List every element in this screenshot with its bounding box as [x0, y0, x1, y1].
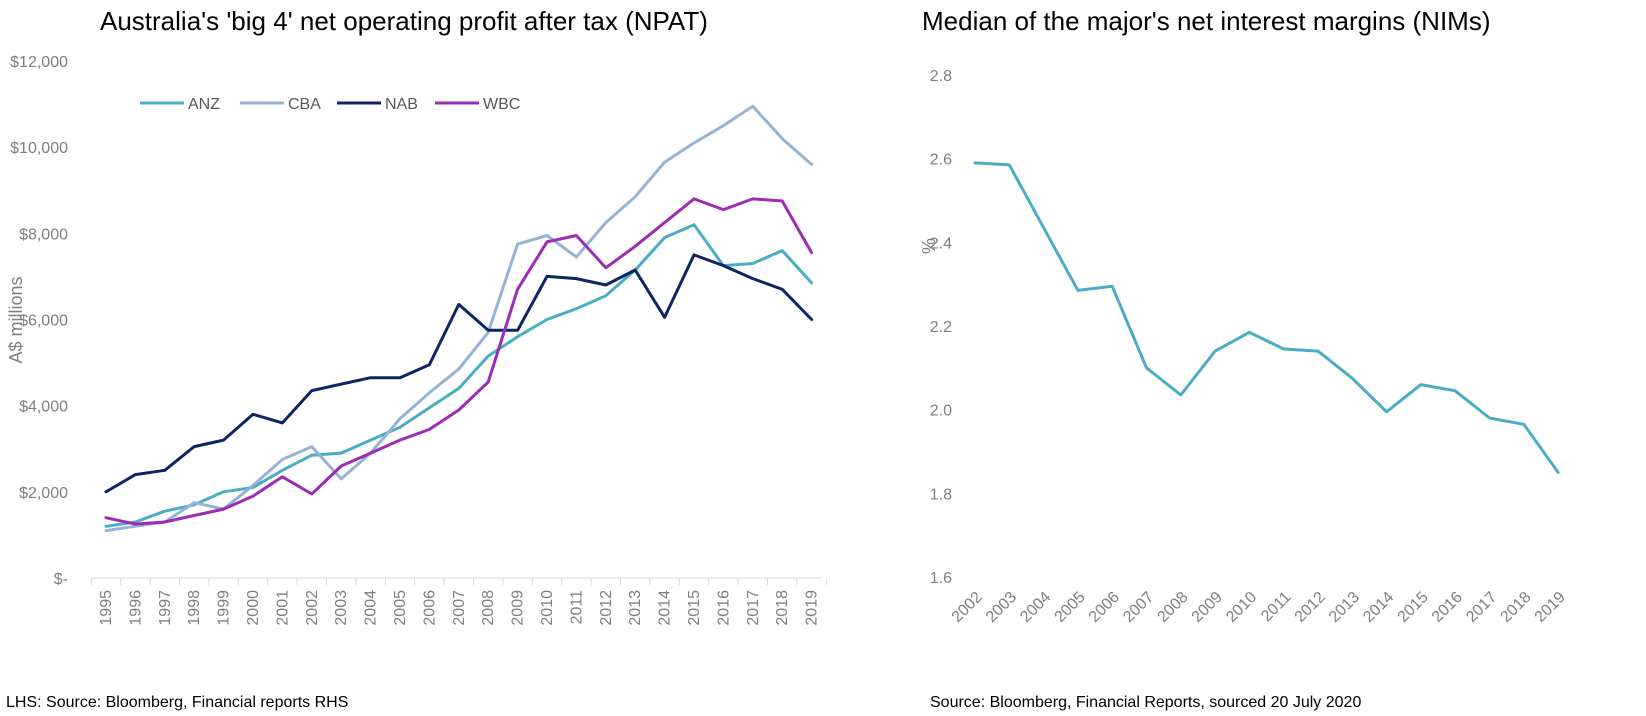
npat-chart-title: Australia's 'big 4' net operating profit…: [100, 6, 708, 36]
npat-x-tick-label: 1998: [186, 590, 203, 626]
nim-x-tick-label: 2019: [1532, 589, 1569, 626]
series-line-anz: [104, 223, 814, 528]
nim-x-tick-label: 2011: [1258, 589, 1294, 625]
npat-x-tick-label: 2014: [657, 590, 674, 626]
npat-y-tick-label: $8,000: [19, 226, 68, 243]
nim-x-tick-label: 2008: [1154, 589, 1191, 626]
npat-y-axis-label: A$ millions: [6, 276, 26, 363]
npat-x-tick-label: 2009: [510, 590, 527, 626]
nim-x-tick-label: 2016: [1429, 589, 1466, 626]
series-line-nab: [104, 253, 814, 494]
legend-label-wbc: WBC: [483, 96, 520, 113]
npat-x-tick-label: 2005: [392, 590, 409, 626]
npat-x-tick-label: 2019: [804, 590, 821, 626]
left-source-note: LHS: Source: Bloomberg, Financial report…: [6, 694, 348, 711]
nim-x-ticks: 2002200320042005200620072008200920102011…: [949, 589, 1569, 626]
npat-x-tick-label: 2007: [451, 590, 468, 626]
nim-x-tick-label: 2017: [1463, 589, 1500, 626]
nim-y-ticks: 1.6 1.8 2.0 2.2 2.4 2.6 2.8: [930, 68, 952, 587]
nim-x-tick-label: 2010: [1223, 589, 1260, 626]
npat-y-tick-label: $2,000: [19, 485, 68, 502]
npat-series-group: [104, 104, 814, 533]
npat-x-tick-label: 1997: [157, 590, 174, 626]
npat-y-tick-label: $10,000: [10, 140, 68, 157]
legend-label-cba: CBA: [288, 96, 321, 113]
nim-x-tick-label: 2013: [1326, 589, 1363, 626]
npat-x-tick-label: 2008: [480, 590, 497, 626]
nim-x-tick-label: 2007: [1120, 589, 1157, 626]
nim-x-tick-label: 2015: [1395, 589, 1432, 626]
nim-x-tick-label: 2012: [1292, 589, 1329, 626]
npat-x-tick-label: 2016: [715, 590, 732, 626]
npat-x-tick-label: 2017: [745, 590, 762, 626]
nim-x-tick-label: 2014: [1360, 589, 1397, 626]
npat-x-tick-label: 2011: [568, 590, 585, 625]
series-line-wbc: [104, 197, 814, 526]
npat-x-tick-label: 2002: [304, 590, 321, 626]
npat-y-tick-label: $-: [54, 571, 68, 588]
npat-x-tick-label: 1996: [127, 590, 144, 626]
npat-x-ticks: 1995 1996 1997 1998 1999 2000 2001 2002 2003 2004…: [90, 577, 827, 626]
npat-x-tick-label: 1995: [98, 590, 115, 626]
series-line-cba: [104, 104, 814, 533]
npat-x-tick-label: 2018: [774, 590, 791, 626]
npat-x-tick-label: 2004: [363, 590, 380, 626]
nim-x-tick-label: 2018: [1497, 589, 1534, 626]
nim-x-tick-label: 2002: [949, 589, 986, 626]
legend-label-anz: ANZ: [188, 96, 220, 113]
nim-chart: Median of the major's net interest margi…: [919, 6, 1569, 626]
right-source-note: Source: Bloomberg, Financial Reports, so…: [930, 694, 1361, 711]
legend-label-nab: NAB: [385, 96, 418, 113]
npat-chart: Australia's 'big 4' net operating profit…: [6, 6, 827, 626]
npat-x-tick-label: 2012: [598, 590, 615, 626]
nim-y-tick-label: 2.0: [930, 403, 952, 420]
npat-x-tick-label: 2003: [333, 590, 350, 626]
npat-legend: ANZ CBA NAB WBC: [140, 96, 520, 113]
npat-x-tick-label: 1999: [216, 590, 233, 626]
nim-x-tick-label: 2003: [983, 589, 1020, 626]
npat-x-tick-label: 2013: [627, 590, 644, 626]
nim-x-tick-label: 2004: [1017, 589, 1054, 626]
nim-y-tick-label: 2.6: [930, 152, 952, 169]
nim-series-line-0: [973, 161, 1560, 474]
npat-x-tick-label: 2015: [686, 590, 703, 626]
nim-y-tick-label: 2.8: [930, 68, 952, 85]
nim-y-axis-label: %: [919, 238, 939, 254]
nim-chart-title: Median of the major's net interest margi…: [922, 6, 1491, 36]
npat-x-tick-label: 2010: [539, 590, 556, 626]
nim-series-group: [973, 161, 1560, 474]
npat-y-tick-label: $4,000: [19, 399, 68, 416]
nim-y-tick-label: 1.8: [930, 486, 952, 503]
nim-x-tick-label: 2009: [1189, 589, 1226, 626]
npat-x-tick-label: 2000: [245, 590, 262, 626]
nim-x-tick-label: 2005: [1052, 589, 1089, 626]
npat-y-tick-label: $6,000: [19, 313, 68, 330]
npat-x-tick-label: 2001: [274, 590, 291, 626]
nim-y-tick-label: 2.4: [930, 235, 952, 252]
nim-x-tick-label: 2006: [1086, 589, 1123, 626]
npat-x-tick-label: 2006: [421, 590, 438, 626]
npat-y-tick-label: $12,000: [10, 54, 68, 71]
npat-y-ticks: $- $2,000 $4,000 $6,000 $8,000 $10,000 $12,000: [10, 54, 68, 588]
nim-y-tick-label: 2.2: [930, 319, 952, 336]
nim-y-tick-label: 1.6: [930, 570, 952, 587]
